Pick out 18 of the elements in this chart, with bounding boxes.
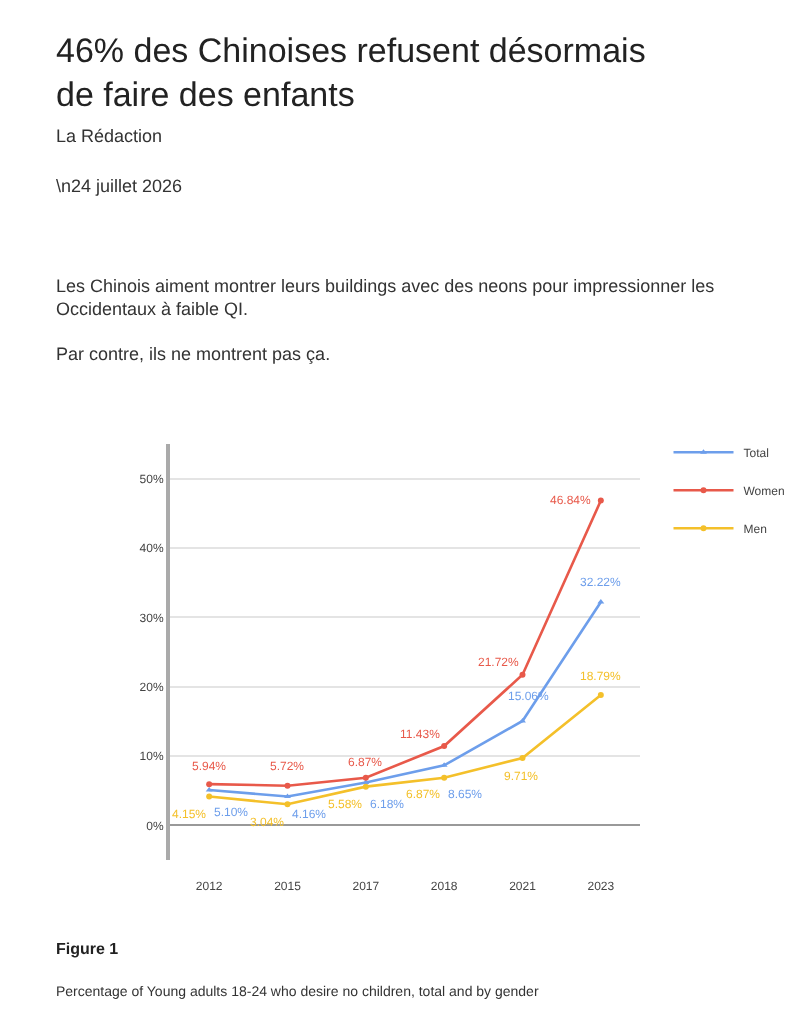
point	[519, 755, 526, 762]
caption: Figure 1	[56, 940, 120, 958]
point	[206, 793, 213, 800]
point	[284, 782, 291, 789]
point	[441, 743, 448, 750]
text: Par contre, ils ne montrent pas ça.	[56, 344, 331, 364]
point	[284, 801, 291, 808]
point	[597, 692, 604, 699]
point	[519, 671, 526, 678]
chart-subtitle: La Rédaction	[56, 126, 163, 146]
chart-title: 46% des Chinoises refusent désormais de faire des enfants	[56, 32, 646, 115]
text: \n24 juillet 2026	[56, 176, 183, 196]
point	[362, 774, 369, 781]
text: Les Chinois aiment montrer leurs buildings avec des neons pour impressionner les Occidentaux à faible QI.	[56, 276, 716, 320]
point	[206, 781, 213, 788]
point	[362, 783, 369, 790]
point	[597, 497, 604, 504]
point	[441, 774, 448, 781]
